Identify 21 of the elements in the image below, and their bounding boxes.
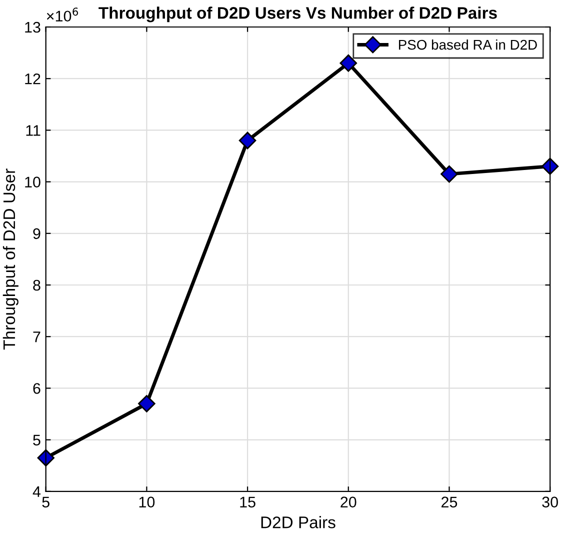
text: ×10$^{6}$ [46, 8, 78, 22]
x-tick-label: 20 [340, 496, 356, 508]
y-tick-label: 11 [26, 125, 40, 136]
y-tick-label: 13 [25, 22, 40, 33]
y-tick-label: 6 [33, 383, 40, 394]
y-tick-label: 10 [25, 176, 40, 188]
y-tick-label: 8 [33, 280, 40, 291]
chart-title: Throughput of D2D Users Vs Number of D2D Pairs [98, 6, 497, 22]
x-tick-label: 10 [139, 496, 155, 508]
y-tick-label: 5 [33, 434, 40, 446]
x-tick-label: 30 [542, 496, 558, 508]
y-tick-label: 4 [32, 486, 41, 497]
y-tick-label: 9 [33, 228, 40, 240]
x-tick-label: 25 [442, 496, 458, 508]
x-tick-label: 15 [240, 496, 256, 508]
x-axis-title: D2D Pairs [261, 516, 336, 528]
legend-label: PSO based RA in D2D [398, 40, 537, 50]
x-tick-label: 5 [42, 496, 50, 508]
y-tick-label: 7 [33, 332, 40, 342]
y-tick-label: 12 [25, 73, 40, 84]
y-axis-title: Throughput of D2D User [2, 168, 18, 350]
